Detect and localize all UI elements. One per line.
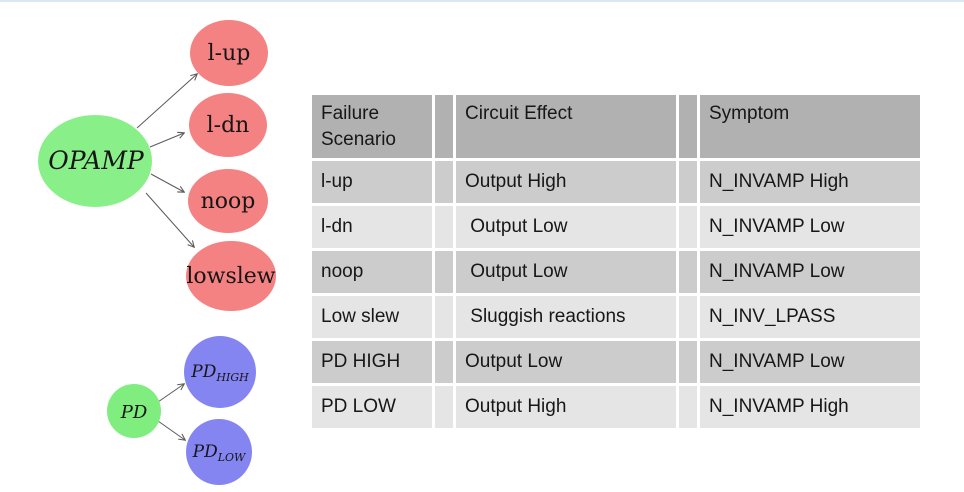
cell-symptom: N_INVAMP Low [700, 251, 920, 294]
node-pdlow: PDLOW [186, 419, 252, 485]
cell-symptom: N_INV_LPASS [700, 296, 920, 339]
cell-symptom: N_INVAMP Low [700, 341, 920, 384]
cell-symptom: N_INVAMP Low [700, 206, 920, 249]
cell-effect: Output High [456, 161, 676, 204]
cell-spacer [435, 296, 453, 339]
node-lowslew: lowslew [186, 241, 276, 311]
node-noop: noop [188, 169, 268, 233]
node-ldn-label: l-dn [207, 113, 250, 138]
cell-spacer [435, 251, 453, 294]
header-failure-scenario: Failure Scenario [312, 95, 432, 159]
cell-effect: Output Low [456, 341, 676, 384]
node-pdhigh-shape [184, 336, 256, 408]
cell-spacer [679, 206, 697, 249]
node-pdhigh-label: PDHIGH [190, 362, 249, 384]
edge-opamp-lowslew [145, 192, 194, 247]
table-row: Low slew Sluggish reactions N_INV_LPASS [312, 296, 920, 339]
node-lup-label: l-up [208, 41, 251, 66]
header-spacer-2 [679, 95, 697, 159]
cell-spacer [679, 341, 697, 384]
cell-scenario: Low slew [312, 296, 432, 339]
cell-symptom: N_INVAMP High [700, 386, 920, 429]
cell-spacer [435, 206, 453, 249]
cell-scenario: PD LOW [312, 386, 432, 429]
cell-effect: Output Low [456, 206, 676, 249]
table-row: PD HIGH Output Low N_INVAMP Low [312, 341, 920, 384]
node-lup: l-up [190, 20, 268, 86]
cell-symptom: N_INVAMP High [700, 161, 920, 204]
node-opamp-label: OPAMP [48, 146, 145, 175]
top-border-strip [0, 0, 964, 2]
cell-spacer [435, 161, 453, 204]
pd-tree-edges [157, 384, 185, 440]
fault-tree-diagram: OPAMP l-up l-dn noop lowslew PD PDHIGH [38, 20, 276, 485]
cell-spacer [679, 251, 697, 294]
node-pdlow-label: PDLOW [192, 442, 247, 464]
node-lup-shape [190, 20, 268, 86]
node-lowslew-shape [186, 241, 276, 311]
table-row: l-up Output High N_INVAMP High [312, 161, 920, 204]
cell-spacer [679, 296, 697, 339]
cell-spacer [679, 161, 697, 204]
cell-spacer [679, 386, 697, 429]
node-pdhigh: PDHIGH [184, 336, 256, 408]
cell-scenario: noop [312, 251, 432, 294]
edge-opamp-lup [136, 74, 197, 129]
node-pdlow-label-sub: LOW [217, 451, 247, 464]
node-opamp-shape [38, 115, 152, 207]
node-noop-shape [188, 169, 268, 233]
table-row: l-dn Output Low N_INVAMP Low [312, 206, 920, 249]
table-row: noop Output Low N_INVAMP Low [312, 251, 920, 294]
node-pd-label: PD [120, 402, 148, 423]
failure-scenario-table: Failure Scenario Circuit Effect Symptom … [309, 92, 923, 431]
header-symptom: Symptom [700, 95, 920, 159]
node-pdlow-shape [186, 419, 252, 485]
node-ldn-shape [189, 93, 267, 157]
node-pd: PD [107, 384, 161, 438]
node-opamp: OPAMP [38, 115, 152, 207]
cell-spacer [435, 341, 453, 384]
cell-effect: Output Low [456, 251, 676, 294]
node-pdhigh-label-sub: HIGH [215, 371, 249, 384]
cell-scenario: l-dn [312, 206, 432, 249]
cell-effect: Sluggish reactions [456, 296, 676, 339]
node-lowslew-label: lowslew [186, 264, 275, 289]
cell-spacer [435, 386, 453, 429]
node-pd-shape [107, 384, 161, 438]
edge-pd-pdlow [157, 420, 185, 440]
cell-effect: Output High [456, 386, 676, 429]
node-noop-label: noop [201, 189, 256, 214]
node-pdhigh-label-main: PD [190, 362, 216, 382]
edge-opamp-ldn [149, 133, 184, 148]
opamp-tree-edges [136, 74, 197, 247]
cell-scenario: PD HIGH [312, 341, 432, 384]
edge-pd-pdhigh [157, 384, 184, 403]
node-ldn: l-dn [189, 93, 267, 157]
cell-scenario: l-up [312, 161, 432, 204]
header-spacer-1 [435, 95, 453, 159]
table-header-row: Failure Scenario Circuit Effect Symptom [312, 95, 920, 159]
node-pdlow-label-main: PD [192, 442, 218, 462]
edge-opamp-noop [150, 173, 184, 192]
table-row: PD LOW Output High N_INVAMP High [312, 386, 920, 429]
header-circuit-effect: Circuit Effect [456, 95, 676, 159]
